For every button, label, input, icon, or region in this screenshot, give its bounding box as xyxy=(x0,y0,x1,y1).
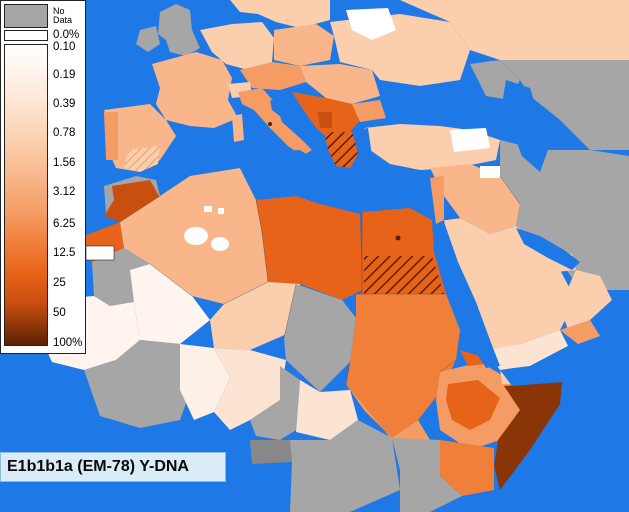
greece xyxy=(324,132,362,168)
map-legend: No Data 0.0% 0.10 0.19 0.39 0.78 1.56 3.12 6.25… xyxy=(0,0,86,354)
legend-stop-label: 50 xyxy=(53,307,66,319)
black-sea xyxy=(382,82,472,122)
morocco-high xyxy=(104,180,160,222)
ethiopia-regions xyxy=(446,380,500,430)
sudan xyxy=(346,294,460,438)
algeria-white-patch-2 xyxy=(211,237,229,251)
legend-stop-label: 12.5 xyxy=(53,247,76,259)
gabon-dark-grey xyxy=(250,440,292,464)
libya-white-box xyxy=(480,166,500,178)
nigeria xyxy=(214,348,286,430)
levant xyxy=(430,176,444,224)
west-africa-grey xyxy=(84,340,194,428)
hungary-romania xyxy=(300,64,380,104)
cameroon-grey xyxy=(250,366,300,440)
bulgaria xyxy=(352,100,386,122)
finland-baltic-white xyxy=(346,8,396,40)
morocco-white-box xyxy=(85,245,115,261)
mediterranean-sea xyxy=(160,150,430,212)
scandinavia xyxy=(230,0,330,28)
yemen xyxy=(486,330,568,370)
legend-stop-label: 3.12 xyxy=(53,186,76,198)
syria-iraq xyxy=(430,164,520,234)
mali xyxy=(130,264,210,344)
oman xyxy=(560,270,612,330)
chad xyxy=(284,284,356,392)
legend-stop-label: 0.39 xyxy=(53,98,76,110)
legend-stop-label: 100% xyxy=(53,337,83,349)
ireland xyxy=(136,26,160,52)
map-title: E1b1b1a (EM-78) Y-DNA xyxy=(0,452,226,482)
italy-dot xyxy=(268,122,272,126)
country-borders xyxy=(119,175,521,385)
spain-south-hatch xyxy=(124,146,160,172)
legend-stop-label: 0.0% xyxy=(53,29,80,41)
central-african xyxy=(296,380,358,440)
persian-gulf xyxy=(516,228,580,270)
legend-no-data-swatch xyxy=(4,4,48,28)
algeria-white-dot xyxy=(204,206,212,212)
adriatic-sea xyxy=(270,100,316,140)
south-sudan xyxy=(346,384,430,450)
eritrea xyxy=(460,350,486,366)
kosovo xyxy=(318,112,332,128)
legend-stop-label: 6.25 xyxy=(53,218,76,230)
oman-south xyxy=(560,320,600,344)
georgia-white xyxy=(450,128,490,152)
kazakhstan-grey xyxy=(500,60,629,150)
italy xyxy=(238,88,312,156)
france xyxy=(152,52,238,128)
congo-grey xyxy=(290,420,400,512)
legend-stop-label: 0.19 xyxy=(53,69,76,81)
russia xyxy=(400,0,629,70)
legend-stop-label: 0.10 xyxy=(53,41,76,53)
egypt-dot xyxy=(395,235,401,241)
tanzania-uganda xyxy=(392,438,462,512)
sardinia-corsica xyxy=(232,114,244,142)
algeria-white-dot-2 xyxy=(218,208,224,214)
legend-zero-swatch xyxy=(4,30,48,41)
red-sea xyxy=(432,222,500,368)
benelux-germany xyxy=(200,22,274,70)
czech-austria xyxy=(240,62,306,90)
poland xyxy=(274,24,334,66)
kenya xyxy=(440,440,494,496)
portugal xyxy=(104,112,118,160)
burkina-ghana xyxy=(180,344,230,420)
caspian-sea xyxy=(502,80,548,172)
legend-stop-label: 25 xyxy=(53,277,66,289)
niger xyxy=(210,282,300,350)
british-isles xyxy=(158,4,200,56)
libya xyxy=(256,196,362,300)
legend-stop-label: 0.78 xyxy=(53,127,76,139)
iran-grey xyxy=(500,140,629,290)
legend-color-ramp xyxy=(4,44,48,346)
gulf-of-aden xyxy=(500,340,629,386)
aegean-sea xyxy=(352,128,372,162)
egypt-south-hatch xyxy=(364,256,444,294)
legend-stop-label: 1.56 xyxy=(53,157,76,169)
algeria-white-patch xyxy=(184,227,208,245)
somalia xyxy=(494,382,562,490)
legend-no-data-label: No Data xyxy=(53,6,73,25)
